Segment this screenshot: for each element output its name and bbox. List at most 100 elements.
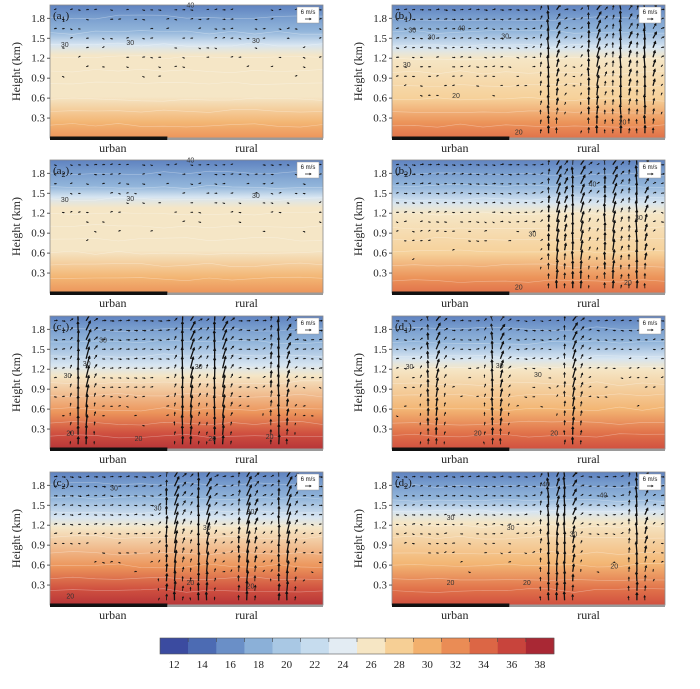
wind-vector-head (627, 234, 631, 238)
wind-vector-head (606, 367, 608, 369)
wind-vector-head (264, 27, 266, 30)
wind-vector-head (199, 173, 202, 176)
wind-vector-head (501, 56, 504, 58)
wind-vector-head (445, 317, 448, 320)
wind-vector-head (262, 412, 264, 415)
wind-vector-head (443, 401, 446, 405)
wind-vector-head (94, 354, 98, 358)
wind-vector-head (76, 425, 80, 429)
wind-vector-head (581, 183, 585, 187)
contour-label: 30 (534, 372, 542, 379)
wind-vector-head (627, 273, 630, 276)
reference-vector-head (309, 484, 312, 488)
wind-vector (612, 239, 615, 251)
isotherm-line (391, 210, 666, 216)
wind-vector-head (597, 163, 600, 165)
wind-vector-head (246, 549, 250, 553)
wind-vector (491, 369, 494, 378)
wind-vector-head (263, 37, 266, 39)
wind-vector-head (581, 326, 585, 329)
wind-vector-head (604, 90, 607, 94)
wind-vector-head (143, 9, 146, 11)
wind-vector-head (563, 530, 567, 535)
wind-vector-head (215, 47, 218, 50)
wind-vector-head (621, 522, 624, 524)
wind-vector-head (174, 335, 177, 338)
wind-vector-head (508, 422, 510, 425)
wind-vector-head (237, 498, 241, 502)
wind-vector-head (144, 319, 147, 322)
wind-vector-head (180, 414, 184, 418)
wind-vector-head (271, 483, 274, 486)
wind-vector-head (55, 396, 58, 398)
x-category-rural: rural (577, 608, 600, 622)
wind-vector-head (563, 232, 568, 237)
wind-vector-head (421, 46, 424, 49)
wind-vector-head (199, 182, 202, 184)
wind-vector-head (469, 18, 472, 21)
wind-vector-head (501, 475, 504, 478)
wind-vector-head (662, 46, 665, 49)
wind-vector-head (533, 396, 536, 398)
wind-vector-head (215, 183, 218, 185)
wind-vector-head (413, 211, 416, 214)
wind-vector-head (79, 164, 82, 166)
wind-vector-head (303, 57, 306, 59)
wind-vector-head (180, 320, 185, 325)
wind-vector-head (253, 564, 257, 569)
wind-vector-head (255, 517, 259, 521)
wind-vector-head (285, 398, 290, 402)
panel-label-close: ) (408, 10, 412, 22)
isotherm-line (49, 97, 324, 102)
wind-vector-head (160, 348, 163, 351)
wind-vector-head (214, 577, 217, 580)
wind-vector-head (270, 520, 273, 523)
wind-vector (500, 316, 505, 322)
wind-vector-head (580, 92, 582, 95)
contour-label: 40 (589, 182, 597, 189)
contour-label: 20 (515, 130, 523, 137)
wind-vector-head (605, 43, 608, 46)
wind-vector (286, 429, 288, 435)
wind-vector (189, 385, 193, 397)
wind-vector-head (643, 124, 647, 129)
wind-vector-head (304, 551, 306, 554)
wind-vector-head (239, 202, 242, 205)
wind-vector-head (421, 192, 424, 194)
wind-vector-head (413, 8, 416, 11)
wind-vector-head (629, 13, 633, 17)
wind-vector-head (127, 367, 130, 369)
wind-vector-head (320, 532, 322, 534)
wind-vector (85, 321, 91, 331)
wind-vector-head (277, 523, 281, 528)
wind-vector-head (277, 562, 281, 567)
wind-vector-head (453, 514, 456, 516)
wind-vector-head (429, 476, 432, 478)
wind-vector-head (573, 339, 577, 344)
wind-vector (205, 532, 210, 544)
wind-vector-head (563, 400, 567, 404)
wind-vector (564, 253, 566, 260)
wind-vector-head (55, 513, 58, 515)
wind-vector-head (613, 192, 617, 196)
wind-vector-head (127, 514, 130, 516)
wind-vector-head (461, 395, 464, 397)
rural-surface-bar (167, 137, 323, 140)
wind-vector-head (589, 328, 592, 331)
wind-vector-head (127, 66, 129, 68)
wind-vector (628, 13, 633, 20)
wind-vector-head (525, 368, 528, 370)
wind-vector-head (629, 30, 633, 35)
wind-vector-head (421, 212, 424, 214)
wind-vector-head (231, 326, 235, 329)
isotherm-line (49, 550, 324, 556)
wind-vector (286, 561, 290, 572)
wind-vector-head (263, 521, 266, 524)
wind-vector-head (405, 164, 408, 166)
wind-vector-head (662, 192, 665, 194)
wind-vector (555, 572, 558, 582)
contour-label: 30 (507, 525, 515, 532)
wind-vector-head (413, 328, 416, 331)
wind-vector (222, 321, 229, 331)
wind-vector-head (619, 74, 623, 78)
